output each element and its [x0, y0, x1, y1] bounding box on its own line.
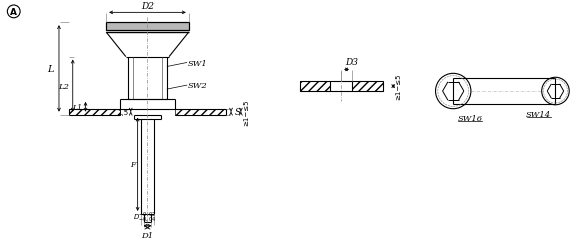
Text: D3: D3	[345, 58, 358, 67]
Text: SW2: SW2	[188, 82, 208, 90]
Text: F: F	[130, 160, 136, 168]
Text: 1,5: 1,5	[118, 109, 129, 115]
Text: ≥1−≤5: ≥1−≤5	[243, 99, 249, 126]
Text: L2: L2	[58, 82, 69, 90]
Text: $D^{-0,02}_{-0,04}$: $D^{-0,02}_{-0,04}$	[133, 210, 156, 223]
Text: SW1: SW1	[188, 59, 208, 67]
Polygon shape	[106, 23, 189, 31]
Polygon shape	[69, 109, 120, 115]
Text: ≥1−≤5: ≥1−≤5	[395, 74, 401, 100]
Text: SW14: SW14	[526, 110, 551, 118]
Text: A: A	[10, 8, 17, 17]
Text: L: L	[48, 65, 54, 74]
Polygon shape	[175, 109, 226, 115]
Text: SW16: SW16	[458, 114, 483, 122]
Polygon shape	[300, 82, 331, 92]
Text: D2: D2	[141, 2, 154, 11]
Text: S: S	[235, 108, 241, 117]
Text: D1: D1	[141, 231, 154, 239]
Polygon shape	[352, 82, 384, 92]
Text: L1: L1	[73, 103, 83, 111]
